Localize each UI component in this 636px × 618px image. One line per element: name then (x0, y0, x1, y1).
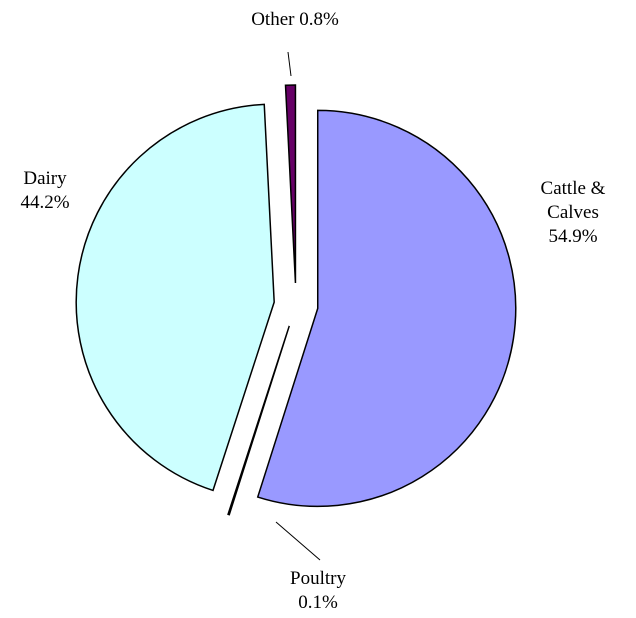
slice-label: Other 0.8% (225, 8, 365, 32)
pie-slice (75, 103, 275, 492)
pie-slice (284, 84, 297, 284)
leader-line (287, 51, 292, 77)
category-name: Dairy (23, 168, 67, 189)
slice-label: Dairy 44.2% (0, 167, 90, 215)
category-name: Cattle & Calves (540, 178, 606, 223)
leader-line (275, 521, 321, 561)
pie-slice (256, 109, 517, 508)
category-name: Other (251, 9, 295, 30)
slice-label: Cattle & Calves 54.9% (528, 177, 618, 249)
slice-label: Poultry 0.1% (268, 567, 368, 615)
value-label: 44.2% (20, 192, 70, 213)
value-label: 54.9% (548, 226, 598, 247)
category-name: Poultry (290, 568, 346, 589)
value-label: 0.1% (298, 592, 338, 613)
pie-slice (227, 325, 290, 516)
value-label: 0.8% (299, 9, 339, 30)
